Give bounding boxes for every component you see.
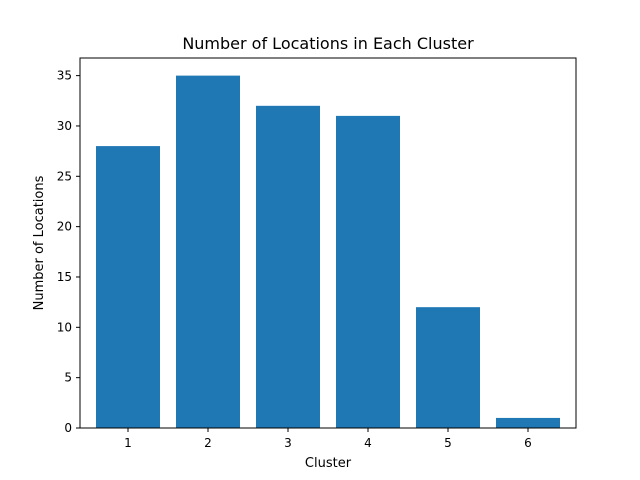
y-tick-label: 10 (57, 320, 72, 334)
x-axis-label: Cluster (305, 456, 352, 471)
chart-title: Number of Locations in Each Cluster (182, 34, 474, 53)
y-tick-label: 25 (57, 169, 72, 183)
bar-cluster-4 (336, 115, 400, 428)
bar-cluster-5 (416, 307, 480, 428)
y-tick-label: 35 (57, 69, 72, 83)
y-axis-label: Number of Locations (32, 175, 47, 310)
bar-cluster-3 (256, 105, 320, 428)
y-tick-label: 20 (57, 220, 72, 234)
bar-cluster-6 (496, 417, 560, 428)
x-tick-label: 4 (364, 436, 372, 450)
x-tick-label: 5 (444, 436, 452, 450)
x-tick-label: 3 (284, 436, 292, 450)
y-tick-label: 15 (57, 270, 72, 284)
x-tick-label: 2 (204, 436, 212, 450)
bars-group (96, 75, 560, 429)
x-tick-label: 1 (124, 436, 132, 450)
y-tick-label: 0 (64, 421, 72, 435)
y-axis-ticks: 0 5 10 15 20 25 30 35 (57, 69, 80, 435)
x-tick-label: 6 (524, 436, 532, 450)
bar-cluster-1 (96, 146, 160, 428)
y-tick-label: 5 (64, 371, 72, 385)
plot-area-frame (79, 57, 577, 429)
x-axis-ticks: 1 2 3 4 5 6 (124, 428, 532, 450)
y-tick-label: 30 (57, 119, 72, 133)
bar-cluster-2 (176, 75, 240, 429)
